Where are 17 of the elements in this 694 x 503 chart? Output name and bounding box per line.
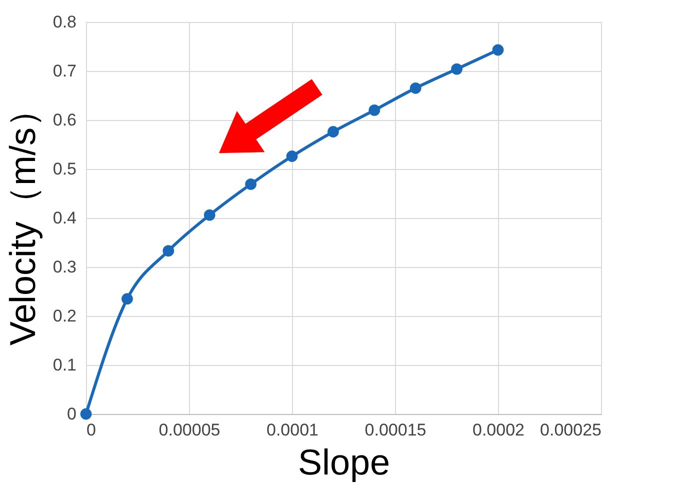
y-axis-title: Velocity（m/s）	[2, 91, 43, 346]
y-tick-label: 0.1	[52, 356, 76, 374]
y-tick-label: 0.2	[52, 306, 76, 326]
x-tick-label: 0.0001	[266, 420, 318, 440]
x-tick-label: 0.0002	[472, 420, 524, 440]
y-tick-label: 0.6	[52, 110, 76, 130]
x-tick-label: 0.00015	[364, 420, 426, 440]
y-tick-label: 0.3	[52, 258, 76, 276]
y-tick-label: 0.5	[52, 160, 76, 178]
x-tick-label: 0.00005	[158, 420, 220, 440]
y-tick-label: 0.4	[52, 208, 76, 228]
y-tick-label: 0	[67, 404, 76, 424]
x-axis-title: Slope	[298, 442, 390, 482]
y-tick-label: 0.7	[52, 62, 76, 80]
x-tick-label: 0.00025	[540, 420, 602, 440]
y-tick-label: 0.8	[52, 12, 76, 32]
x-tick-label: 0	[86, 420, 96, 440]
